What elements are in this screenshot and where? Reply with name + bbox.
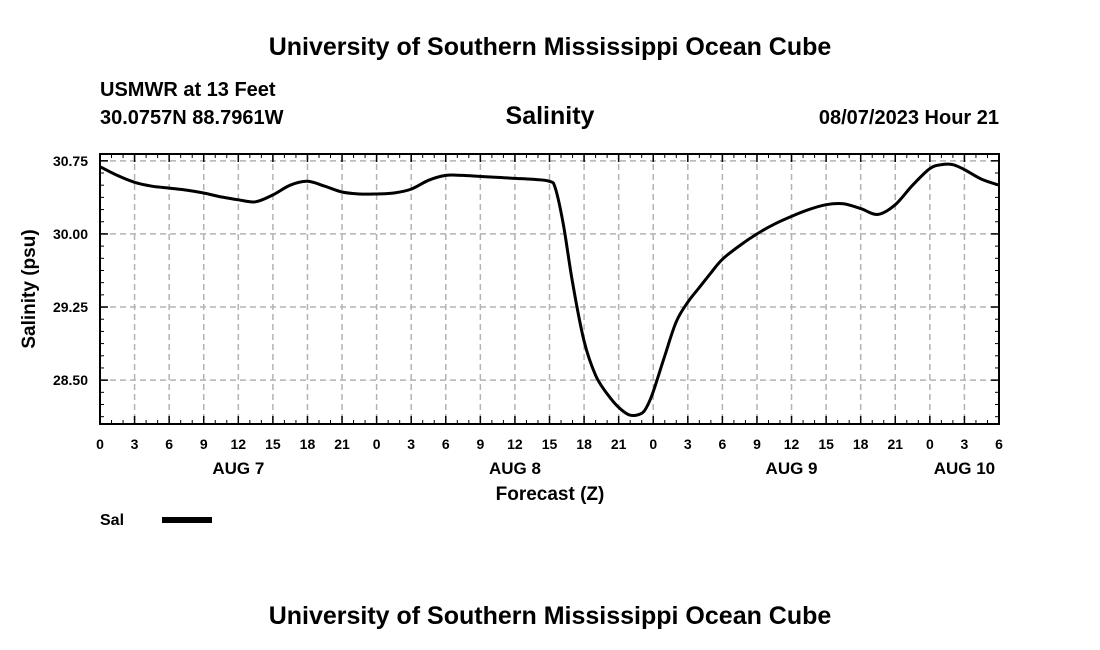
x-tick-label: 21 — [611, 436, 627, 452]
x-tick-label: 3 — [131, 436, 139, 452]
x-tick-label: 6 — [718, 436, 726, 452]
x-tick-label: 6 — [995, 436, 1003, 452]
chart-main-title: University of Southern Mississippi Ocean… — [269, 33, 832, 61]
x-tick-label: 0 — [96, 436, 104, 452]
x-tick-label: 3 — [684, 436, 692, 452]
x-tick-label: 18 — [576, 436, 592, 452]
y-axis: 28.50 29.25 30.00 30.75 — [53, 153, 999, 418]
footer-title: University of Southern Mississippi Ocean… — [269, 602, 832, 630]
salinity-series-line — [99, 162, 1000, 418]
y-tick-label: 30.00 — [53, 226, 88, 242]
x-axis-title: Forecast (Z) — [496, 484, 605, 505]
x-tick-label: 6 — [165, 436, 173, 452]
day-label: AUG 7 — [212, 459, 264, 478]
x-tick-label: 3 — [961, 436, 969, 452]
x-tick-label: 3 — [407, 436, 415, 452]
x-tick-label: 21 — [887, 436, 903, 452]
x-tick-label: 0 — [649, 436, 657, 452]
y-tick-label: 29.25 — [53, 299, 88, 315]
x-tick-label: 9 — [476, 436, 484, 452]
x-tick-label: 12 — [231, 436, 247, 452]
station-label: USMWR at 13 Feet — [100, 79, 276, 101]
x-tick-label: 9 — [200, 436, 208, 452]
day-label: AUG 10 — [934, 459, 995, 478]
day-label: AUG 9 — [766, 459, 818, 478]
x-tick-label: 15 — [818, 436, 834, 452]
x-tick-label: 12 — [507, 436, 523, 452]
legend-label: Sal — [100, 512, 124, 529]
y-tick-label: 28.50 — [53, 372, 88, 388]
x-tick-label: 12 — [784, 436, 800, 452]
grid-lines — [100, 154, 999, 424]
x-tick-label: 9 — [753, 436, 761, 452]
x-tick-label: 0 — [926, 436, 934, 452]
station-coordinates: 30.0757N 88.7961W — [100, 107, 284, 129]
x-tick-label: 0 — [373, 436, 381, 452]
variable-title: Salinity — [506, 102, 595, 130]
x-tick-label: 18 — [300, 436, 316, 452]
x-tick-label: 15 — [265, 436, 281, 452]
x-tick-label: 15 — [542, 436, 558, 452]
x-tick-label: 6 — [442, 436, 450, 452]
x-tick-label: 21 — [334, 436, 350, 452]
day-label: AUG 8 — [489, 459, 541, 478]
y-tick-label: 30.75 — [53, 153, 88, 169]
x-tick-label: 18 — [853, 436, 869, 452]
forecast-datetime: 08/07/2023 Hour 21 — [819, 107, 999, 129]
x-axis: 0 3 6 9 12 15 18 21 0 3 6 9 12 15 18 21 0 3 6 9 12 15 18 21 0 3 6A… — [96, 154, 1003, 478]
y-axis-title: Salinity (psu) — [19, 229, 40, 348]
